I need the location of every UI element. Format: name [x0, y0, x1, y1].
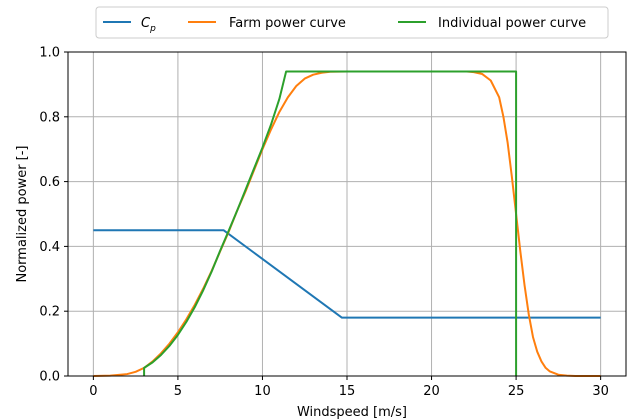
x-tick-label: 10 [254, 384, 271, 399]
x-tick-label: 20 [423, 384, 440, 399]
x-tick-label: 15 [339, 384, 356, 399]
x-tick-label: 30 [592, 384, 609, 399]
legend-label-cp-subscript: p [149, 24, 156, 34]
y-tick-label: 0.4 [39, 240, 60, 255]
y-tick-label: 0.0 [39, 370, 60, 385]
y-axis-label: Normalized power [-] [15, 145, 30, 282]
x-tick-label: 25 [508, 384, 525, 399]
series-line-individual-power-curve [143, 70, 518, 376]
legend-label-individual: Individual power curve [438, 16, 586, 31]
y-tick-label: 0.2 [39, 305, 60, 320]
legend-label-cp-main: C [141, 16, 151, 31]
series-line-cp [93, 229, 601, 319]
tick-marks [64, 51, 602, 380]
legend-label-farm: Farm power curve [229, 16, 346, 31]
tick-labels: 0 5 10 15 20 25 30 0.0 0.2 0.4 0.6 0.8 1.0 [39, 46, 609, 400]
y-tick-label: 1.0 [39, 46, 60, 61]
legend-frame [95, 6, 609, 39]
series-lines [93, 70, 601, 377]
x-tick-label: 5 [174, 384, 182, 399]
y-tick-label: 0.6 [39, 175, 60, 190]
x-tick-label: 0 [89, 384, 97, 399]
grid [68, 51, 626, 377]
legend-label-cp: Cp [141, 16, 156, 34]
x-axis-label: Windspeed [m/s] [297, 405, 407, 420]
y-tick-label: 0.8 [39, 110, 60, 125]
legend: Cp Farm power curve Individual power cur… [95, 6, 609, 39]
